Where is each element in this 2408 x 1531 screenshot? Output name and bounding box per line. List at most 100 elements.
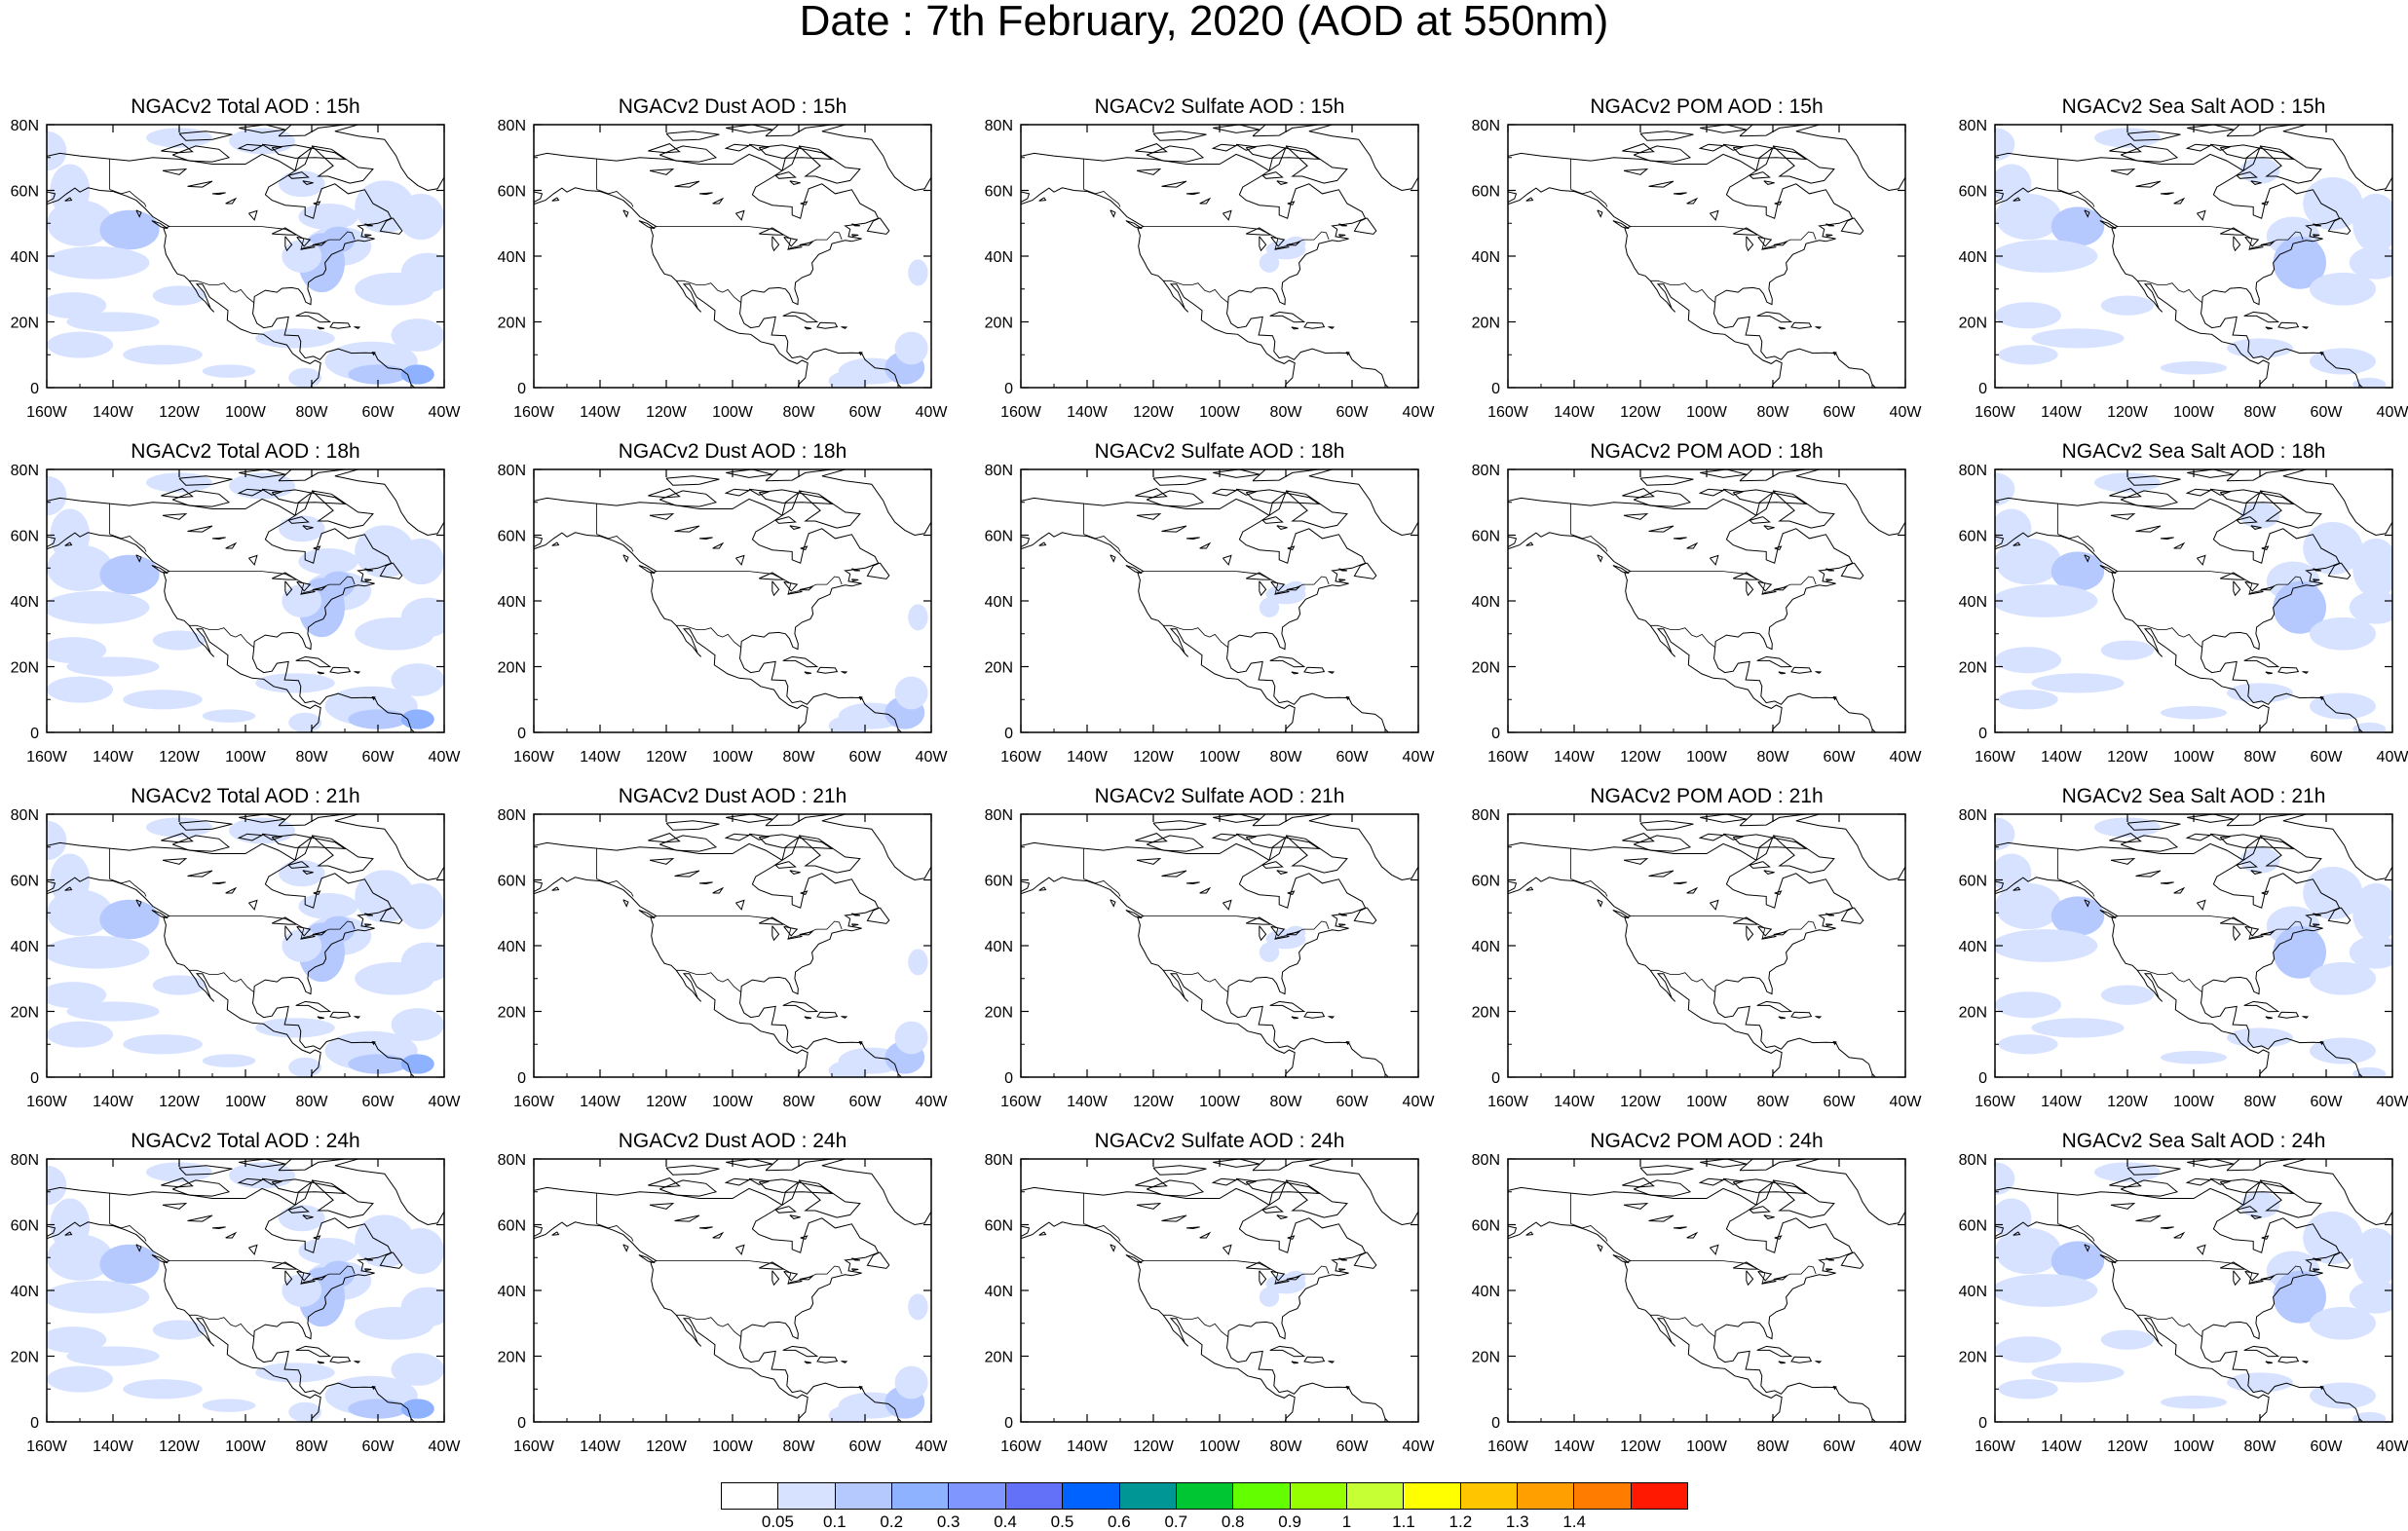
political-border [1722, 915, 1817, 940]
aod-field [298, 1238, 358, 1264]
coastline [47, 1159, 444, 1422]
aod-field [355, 272, 434, 306]
x-tick-label: 140W [2041, 404, 2083, 421]
x-tick-label: 60W [1336, 749, 1370, 766]
x-tick-label: 80W [296, 1094, 329, 1110]
y-tick-label: 20N [1959, 1005, 1987, 1022]
political-border [748, 226, 843, 250]
x-tick-label: 100W [1199, 1094, 1241, 1110]
political-border [1163, 280, 1228, 303]
aod-field [2161, 1051, 2227, 1064]
y-tick-label: 40N [1472, 249, 1500, 266]
colorbar-label: 0.7 [1164, 1512, 1188, 1531]
aod-field [288, 1057, 322, 1077]
colorbar-label: 0.9 [1278, 1512, 1301, 1531]
colorbar-label: 0.05 [761, 1512, 794, 1531]
y-tick-label: 80N [1959, 118, 1987, 134]
aod-field [2239, 157, 2280, 184]
aod-field [288, 1401, 322, 1422]
map-panel: NGACv2 Dust AOD : 18h 160W 140W 120W 100W 80W… [498, 440, 949, 766]
aod-field [1995, 193, 2061, 241]
x-tick-label: 140W [1067, 749, 1109, 766]
aod-field [2100, 1329, 2155, 1350]
x-tick-label: 40W [916, 749, 949, 766]
political-border [2209, 571, 2304, 595]
x-tick-label: 140W [1067, 404, 1109, 421]
y-tick-label: 20N [498, 1350, 526, 1366]
aod-field [348, 364, 408, 385]
x-tick-label: 40W [1890, 749, 1923, 766]
x-tick-label: 100W [1686, 1094, 1728, 1110]
aod-field [47, 820, 67, 861]
map-panel: NGACv2 Sulfate AOD : 24h 160W 140W 120W 100W… [985, 1130, 1436, 1455]
aod-field [348, 709, 408, 729]
aod-field [2310, 1382, 2376, 1409]
y-tick-label: 40N [1959, 249, 1987, 266]
political-border [1083, 534, 1121, 552]
aod-field [1998, 1379, 2058, 1400]
aod-field [1998, 1034, 2058, 1055]
x-tick-label: 100W [712, 404, 754, 421]
aod-field [47, 590, 150, 624]
y-tick-label: 60N [1472, 184, 1500, 201]
x-tick-label: 100W [1199, 404, 1241, 421]
x-tick-label: 160W [1000, 404, 1042, 421]
colorbar-swatch [1063, 1483, 1120, 1509]
y-tick-label: 60N [985, 874, 1013, 890]
y-tick-label: 40N [1472, 1284, 1500, 1300]
x-tick-label: 60W [1336, 1094, 1370, 1110]
map-panel: NGACv2 Total AOD : 15h 160W 140W 120W 100W 80… [11, 95, 462, 421]
aod-field [2051, 551, 2105, 591]
colorbar-label: 0.3 [936, 1512, 960, 1531]
y-tick-label: 0 [1978, 726, 1987, 742]
y-tick-label: 0 [517, 1070, 526, 1087]
aod-field [1998, 345, 2058, 365]
aod-field [908, 604, 928, 631]
aod-field [2094, 817, 2161, 838]
aod-field [288, 367, 322, 388]
y-tick-label: 40N [1472, 939, 1500, 955]
aod-field [1259, 252, 1280, 273]
x-tick-label: 100W [225, 749, 267, 766]
x-tick-label: 160W [1487, 1094, 1529, 1110]
x-tick-label: 40W [429, 404, 462, 421]
aod-field [202, 709, 256, 723]
coastline [534, 1159, 931, 1422]
colorbar-swatch [892, 1483, 950, 1509]
aod-field [400, 1399, 434, 1419]
aod-field [50, 508, 91, 562]
coastline [1508, 469, 1905, 732]
aod-field [2227, 338, 2293, 358]
y-tick-label: 40N [1959, 939, 1987, 955]
political-border [748, 1260, 843, 1285]
y-tick-label: 80N [985, 807, 1013, 824]
aod-field [255, 328, 335, 349]
aod-field [47, 475, 67, 516]
x-tick-label: 140W [2041, 1094, 2083, 1110]
aod-field [1995, 508, 2032, 548]
y-tick-label: 20N [498, 316, 526, 332]
map-panel: NGACv2 Sulfate AOD : 18h 160W 140W 120W 100W… [985, 440, 1436, 766]
x-tick-label: 120W [1620, 1094, 1662, 1110]
x-tick-label: 80W [783, 1438, 816, 1455]
aod-field [279, 860, 325, 887]
x-tick-label: 120W [159, 1438, 201, 1455]
aod-field [2273, 1270, 2326, 1324]
y-tick-label: 0 [1978, 381, 1987, 397]
x-tick-label: 80W [1757, 1438, 1790, 1455]
y-tick-label: 40N [11, 939, 39, 955]
y-tick-label: 60N [11, 529, 39, 545]
political-border [1235, 915, 1330, 940]
aod-field [47, 131, 67, 171]
colorbar-labels: 0.05 0.1 0.2 0.3 0.4 0.5 0.6 0.7 0.8 0.9 1 1.1 1.2 1.… [721, 1513, 1688, 1531]
y-tick-label: 0 [1491, 1415, 1500, 1432]
colorbar-swatch [949, 1483, 1006, 1509]
y-tick-label: 60N [11, 184, 39, 201]
aod-field [2051, 896, 2105, 936]
coastline [1995, 814, 2392, 1077]
panel-title: NGACv2 Sulfate AOD : 21h [1095, 785, 1345, 807]
coastline [47, 125, 444, 388]
x-tick-label: 160W [1487, 1438, 1529, 1455]
aod-field [2352, 1411, 2387, 1422]
aod-field [391, 1353, 444, 1386]
